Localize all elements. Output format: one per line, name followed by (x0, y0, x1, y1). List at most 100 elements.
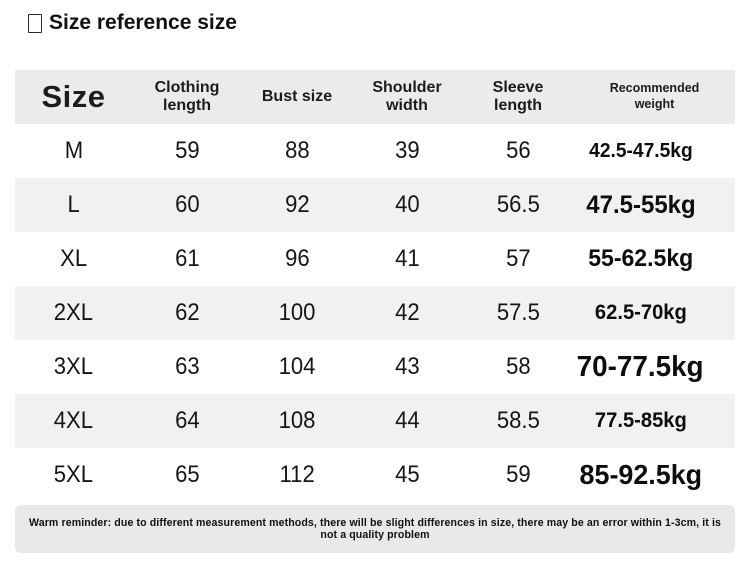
cell-shoulder-width: 41 (352, 246, 462, 271)
clothing-length-value: 63 (174, 353, 200, 381)
cell-size: XL (15, 246, 132, 271)
clothing-length-value: 60 (174, 191, 200, 219)
cell-bust-size: 108 (242, 408, 352, 433)
cell-sleeve-length: 59 (462, 462, 574, 487)
cell-sleeve-length: 57 (462, 246, 574, 271)
sleeve-length-value: 56 (505, 137, 531, 165)
cell-sleeve-length: 56.5 (462, 192, 574, 217)
cell-recommended-weight: 55-62.5kg (574, 246, 735, 271)
sleeve-length-value: 57 (505, 245, 531, 273)
clothing-length-value: 62 (174, 299, 200, 327)
size-chart-table: Size Clothing length Bust size Shoulder … (15, 70, 735, 502)
cell-size: 5XL (15, 462, 132, 487)
table-row: XL 61 96 41 57 55-62.5kg (15, 232, 735, 286)
cell-clothing-length: 59 (132, 138, 242, 163)
cell-recommended-weight: 62.5-70kg (574, 300, 735, 324)
shoulder-width-value: 42 (394, 299, 420, 327)
size-value: 3XL (53, 353, 94, 381)
cell-shoulder-width: 44 (352, 408, 462, 433)
page-title-text: Size reference size (49, 11, 237, 34)
size-value: L (67, 191, 80, 219)
cell-sleeve-length: 56 (462, 138, 574, 163)
sleeve-length-value: 59 (505, 461, 531, 489)
table-row: M 59 88 39 56 42.5-47.5kg (15, 124, 735, 178)
cell-size: 4XL (15, 408, 132, 433)
cell-clothing-length: 65 (132, 462, 242, 487)
weight-value: 77.5-85kg (594, 408, 687, 432)
cell-clothing-length: 62 (132, 300, 242, 325)
cell-recommended-weight: 85-92.5kg (574, 459, 735, 491)
shoulder-width-value: 40 (394, 191, 420, 219)
cell-size: 3XL (15, 354, 132, 379)
sleeve-length-value: 58 (505, 353, 531, 381)
sleeve-length-value: 57.5 (496, 299, 540, 327)
clothing-length-value: 65 (174, 461, 200, 489)
cell-recommended-weight: 70-77.5kg (574, 350, 735, 383)
cell-size: 2XL (15, 300, 132, 325)
header-clothing-length: Clothing length (154, 79, 220, 114)
cell-bust-size: 96 (242, 246, 352, 271)
table-row: 2XL 62 100 42 57.5 62.5-70kg (15, 286, 735, 340)
table-row: L 60 92 40 56.5 47.5-55kg (15, 178, 735, 232)
cell-clothing-length: 64 (132, 408, 242, 433)
weight-value: 70-77.5kg (577, 350, 704, 383)
cell-bust-size: 92 (242, 192, 352, 217)
cell-clothing-length: 60 (132, 192, 242, 217)
weight-value: 47.5-55kg (585, 190, 696, 219)
table-row: 3XL 63 104 43 58 70-77.5kg (15, 340, 735, 394)
shoulder-width-value: 39 (394, 137, 420, 165)
header-size: Size (41, 78, 106, 114)
shoulder-width-value: 45 (394, 461, 420, 489)
shoulder-width-value: 41 (394, 245, 420, 273)
bust-size-value: 108 (278, 407, 316, 435)
page-title: Size reference size (28, 10, 750, 36)
cell-recommended-weight: 77.5-85kg (574, 408, 735, 432)
cell-sleeve-length: 58 (462, 354, 574, 379)
clothing-length-value: 64 (174, 407, 200, 435)
cell-shoulder-width: 39 (352, 138, 462, 163)
header-recommended-weight: Recommended weight (609, 81, 700, 111)
header-shoulder-width: Shoulder width (372, 79, 442, 114)
cell-bust-size: 112 (242, 462, 352, 487)
size-value: 4XL (53, 407, 94, 435)
bust-size-value: 92 (284, 191, 310, 219)
size-value: M (64, 137, 83, 165)
cell-sleeve-length: 58.5 (462, 408, 574, 433)
header-bust-size: Bust size (261, 88, 333, 106)
table-header-row: Size Clothing length Bust size Shoulder … (15, 70, 735, 124)
shoulder-width-value: 44 (394, 407, 420, 435)
cell-sleeve-length: 57.5 (462, 300, 574, 325)
table-row: 4XL 64 108 44 58.5 77.5-85kg (15, 394, 735, 448)
header-sleeve-length: Sleeve length (492, 79, 544, 114)
cell-shoulder-width: 40 (352, 192, 462, 217)
cell-shoulder-width: 45 (352, 462, 462, 487)
sleeve-length-value: 58.5 (496, 407, 540, 435)
clothing-length-value: 61 (174, 245, 200, 273)
cell-clothing-length: 61 (132, 246, 242, 271)
weight-value: 85-92.5kg (579, 459, 702, 491)
cell-shoulder-width: 42 (352, 300, 462, 325)
cell-size: M (15, 138, 132, 163)
weight-value: 62.5-70kg (594, 300, 687, 324)
bust-size-value: 112 (279, 461, 315, 489)
weight-value: 55-62.5kg (587, 245, 694, 273)
shoulder-width-value: 43 (394, 353, 420, 381)
warm-reminder-note: Warm reminder: due to different measurem… (15, 505, 735, 553)
weight-value: 42.5-47.5kg (588, 139, 693, 162)
cell-bust-size: 88 (242, 138, 352, 163)
cell-clothing-length: 63 (132, 354, 242, 379)
bust-size-value: 96 (284, 245, 310, 273)
cell-bust-size: 104 (242, 354, 352, 379)
cell-recommended-weight: 42.5-47.5kg (574, 139, 735, 162)
bust-size-value: 100 (278, 299, 316, 327)
clothing-length-value: 59 (174, 137, 200, 165)
cell-recommended-weight: 47.5-55kg (574, 190, 735, 219)
cell-shoulder-width: 43 (352, 354, 462, 379)
table-row: 5XL 65 112 45 59 85-92.5kg (15, 448, 735, 502)
bust-size-value: 104 (278, 353, 316, 381)
bust-size-value: 88 (284, 137, 310, 165)
size-value: XL (59, 245, 87, 273)
sleeve-length-value: 56.5 (496, 191, 540, 219)
placeholder-glyph-icon (28, 13, 42, 33)
size-value: 5XL (53, 461, 94, 489)
